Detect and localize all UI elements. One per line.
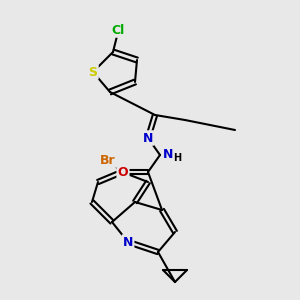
Text: S: S [88,65,98,79]
Text: Br: Br [100,154,116,166]
Text: N: N [163,148,173,161]
Text: Cl: Cl [111,23,124,37]
Text: H: H [173,153,181,163]
Text: N: N [123,236,133,248]
Text: O: O [118,166,128,178]
Text: N: N [143,131,153,145]
